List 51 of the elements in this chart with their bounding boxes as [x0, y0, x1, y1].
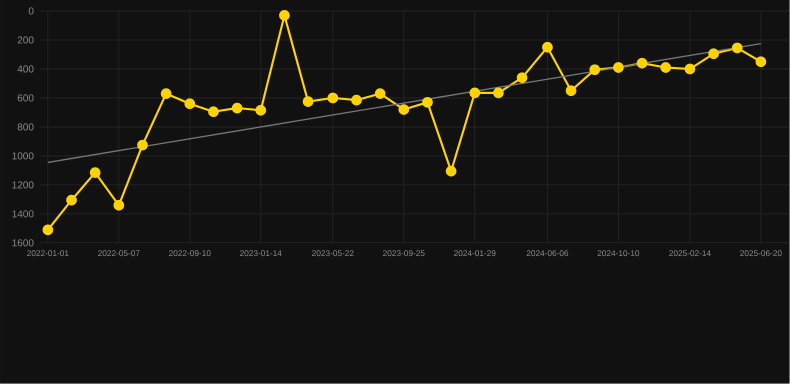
y-tick-label: 0 — [28, 8, 34, 15]
y-tick-label: 1000 — [12, 152, 34, 160]
point — [636, 58, 648, 69]
point — [469, 88, 480, 98]
point — [660, 62, 672, 73]
y-tick-label: 1200 — [12, 181, 34, 189]
point — [398, 104, 410, 115]
point — [42, 224, 54, 236]
point — [351, 94, 362, 106]
point — [160, 88, 172, 100]
x-tick-label: 2022-01-01 — [27, 250, 69, 256]
point — [66, 194, 77, 206]
point — [208, 106, 219, 118]
x-tick-label: 2024-01-29 — [454, 250, 496, 256]
point — [589, 64, 600, 76]
point — [613, 62, 624, 73]
point — [542, 42, 553, 53]
point — [90, 167, 101, 178]
x-tick-label: 2023-05-22 — [312, 250, 354, 256]
point — [422, 97, 433, 108]
y-tick-label: 800 — [18, 123, 34, 131]
x-tick-label: 2022-05-07 — [98, 250, 140, 256]
point — [302, 96, 314, 107]
x-tick-label: 2022-09-10 — [169, 250, 211, 256]
x-tick-label: 2023-01-14 — [240, 250, 282, 256]
x-tick-label: 2025-02-14 — [669, 250, 711, 256]
x-tick-label: 2023-09-25 — [383, 250, 425, 256]
point — [137, 140, 148, 150]
point — [732, 42, 743, 54]
y-tick-label: 600 — [18, 94, 34, 102]
y-tick-label: 1600 — [12, 239, 34, 247]
point — [708, 48, 719, 60]
point — [446, 166, 456, 177]
y-tick-label: 200 — [18, 36, 34, 44]
point — [684, 64, 696, 74]
x-tick-label: 2025-06-20 — [740, 250, 782, 256]
point — [756, 56, 766, 68]
point — [516, 72, 528, 84]
y-tick-label: 400 — [18, 66, 34, 73]
x-tick-label: 2024-06-06 — [526, 250, 568, 256]
point — [232, 102, 242, 114]
point — [255, 105, 266, 116]
point — [566, 85, 576, 96]
point — [493, 88, 504, 98]
point — [328, 92, 338, 104]
point — [374, 88, 386, 100]
point — [114, 200, 124, 211]
x-tick-label: 2024-10-10 — [598, 250, 640, 256]
y-tick-label: 1400 — [12, 210, 34, 218]
point — [184, 98, 196, 110]
point — [279, 10, 290, 21]
